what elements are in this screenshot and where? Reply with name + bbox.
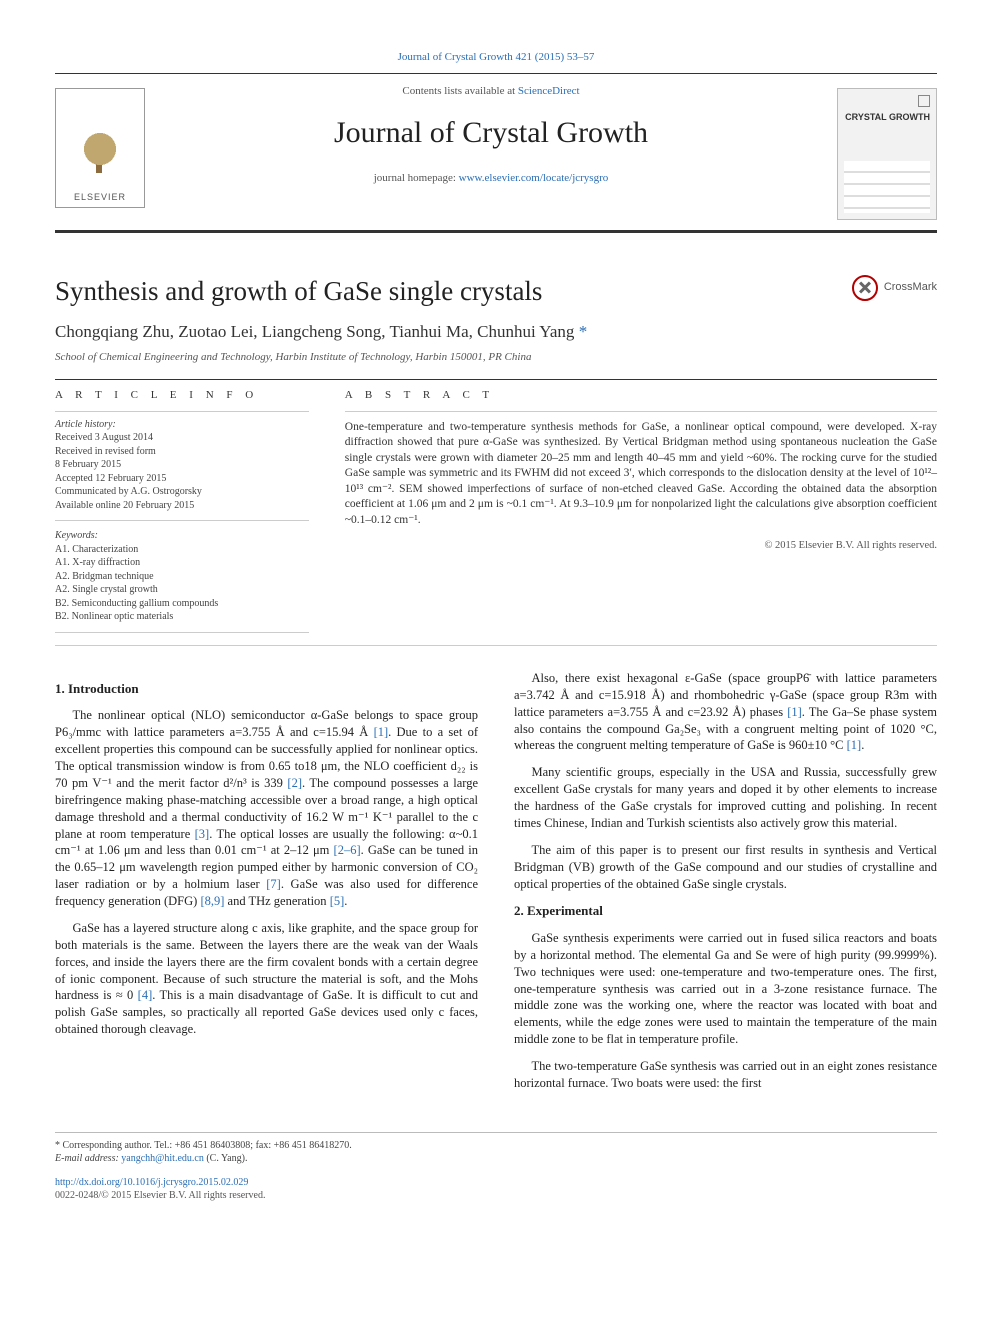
left-column: 1. Introduction The nonlinear optical (N… — [55, 670, 478, 1102]
rule-under-affiliation — [55, 379, 937, 380]
history-line: Communicated by A.G. Ostrogorsky — [55, 485, 309, 499]
info-abstract-row: A R T I C L E I N F O Article history: R… — [55, 388, 937, 646]
footnotes: * Corresponding author. Tel.: +86 451 86… — [55, 1132, 937, 1203]
citation-ref[interactable]: [8,9] — [200, 894, 224, 908]
email-link[interactable]: yangchh@hit.edu.cn — [121, 1153, 204, 1164]
keyword: B2. Semiconducting gallium compounds — [55, 597, 309, 611]
elsevier-tree-icon — [70, 125, 130, 185]
page: Journal of Crystal Growth 421 (2015) 53–… — [0, 0, 992, 1243]
author-list: Chongqiang Zhu, Zuotao Lei, Liangcheng S… — [55, 321, 937, 344]
abstract-column: A B S T R A C T One-temperature and two-… — [345, 388, 937, 633]
cover-corner-icon — [918, 95, 930, 107]
section-heading-experimental: 2. Experimental — [514, 902, 937, 920]
keyword: A2. Bridgman technique — [55, 570, 309, 584]
history-block: Article history: Received 3 August 2014 … — [55, 411, 309, 522]
history-label: Article history: — [55, 418, 309, 432]
title-block: CrossMark Synthesis and growth of GaSe s… — [55, 273, 937, 380]
email-footnote: E-mail address: yangchh@hit.edu.cn (C. Y… — [55, 1152, 937, 1166]
history-line: Received 3 August 2014 — [55, 431, 309, 445]
abstract-copyright: © 2015 Elsevier B.V. All rights reserved… — [345, 539, 937, 553]
citation-ref[interactable]: [5] — [330, 894, 345, 908]
article-title: Synthesis and growth of GaSe single crys… — [55, 273, 937, 309]
history-line: Available online 20 February 2015 — [55, 499, 309, 513]
paragraph: The aim of this paper is to present our … — [514, 842, 937, 893]
crossmark-icon — [852, 275, 878, 301]
keywords-block: Keywords: A1. Characterization A1. X-ray… — [55, 521, 309, 633]
paragraph: The nonlinear optical (NLO) semiconducto… — [55, 707, 478, 910]
keyword: A1. Characterization — [55, 543, 309, 557]
citation-ref[interactable]: [3] — [195, 827, 210, 841]
right-column: Also, there exist hexagonal ε-GaSe (spac… — [514, 670, 937, 1102]
email-who: (C. Yang). — [204, 1153, 248, 1164]
paragraph: GaSe has a layered structure along c axi… — [55, 920, 478, 1038]
citation-ref[interactable]: [1] — [374, 725, 389, 739]
publisher-name: ELSEVIER — [74, 191, 126, 203]
journal-homepage-line: journal homepage: www.elsevier.com/locat… — [165, 171, 817, 186]
crossmark-label: CrossMark — [884, 280, 937, 295]
abstract-top-rule — [345, 411, 937, 412]
paragraph: Many scientific groups, especially in th… — [514, 764, 937, 832]
citation-ref[interactable]: [2–6] — [334, 843, 361, 857]
cover-stripes-icon — [844, 161, 930, 213]
article-info-heading: A R T I C L E I N F O — [55, 388, 309, 403]
history-line: 8 February 2015 — [55, 458, 309, 472]
keyword: B2. Nonlinear optic materials — [55, 610, 309, 624]
affiliation: School of Chemical Engineering and Techn… — [55, 350, 937, 365]
paragraph: GaSe synthesis experiments were carried … — [514, 930, 937, 1048]
citation-ref[interactable]: [1] — [847, 738, 862, 752]
journal-name: Journal of Crystal Growth — [165, 113, 817, 154]
history-line: Received in revised form — [55, 445, 309, 459]
sciencedirect-link[interactable]: ScienceDirect — [518, 85, 580, 97]
homepage-prefix: journal homepage: — [374, 172, 459, 184]
keyword: A1. X-ray diffraction — [55, 556, 309, 570]
corresponding-author-footnote: * Corresponding author. Tel.: +86 451 86… — [55, 1139, 937, 1153]
citation-ref[interactable]: [1] — [787, 705, 802, 719]
citation-ref[interactable]: [7] — [266, 877, 281, 891]
body-two-column: 1. Introduction The nonlinear optical (N… — [55, 670, 937, 1102]
publisher-logo: ELSEVIER — [55, 88, 145, 208]
citation-ref[interactable]: [2] — [287, 776, 302, 790]
authors-text: Chongqiang Zhu, Zuotao Lei, Liangcheng S… — [55, 322, 579, 341]
email-label: E-mail address: — [55, 1153, 121, 1164]
paragraph: The two-temperature GaSe synthesis was c… — [514, 1058, 937, 1092]
keyword: A2. Single crystal growth — [55, 583, 309, 597]
section-heading-introduction: 1. Introduction — [55, 680, 478, 698]
masthead-center: Contents lists available at ScienceDirec… — [165, 84, 817, 186]
issn-copyright-line: 0022-0248/© 2015 Elsevier B.V. All right… — [55, 1189, 937, 1203]
paragraph: Also, there exist hexagonal ε-GaSe (spac… — [514, 670, 937, 754]
cover-brand-text: CRYSTAL GROWTH — [845, 111, 930, 123]
masthead: ELSEVIER Contents lists available at Sci… — [55, 73, 937, 233]
article-info-column: A R T I C L E I N F O Article history: R… — [55, 388, 309, 633]
journal-cover-thumb: CRYSTAL GROWTH — [837, 88, 937, 220]
contents-prefix: Contents lists available at — [402, 85, 517, 97]
citation-ref[interactable]: [4] — [138, 988, 153, 1002]
abstract-heading: A B S T R A C T — [345, 388, 937, 403]
history-line: Accepted 12 February 2015 — [55, 472, 309, 486]
abstract-text: One-temperature and two-temperature synt… — [345, 420, 937, 529]
doi-link[interactable]: http://dx.doi.org/10.1016/j.jcrysgro.201… — [55, 1177, 248, 1188]
contents-available-line: Contents lists available at ScienceDirec… — [165, 84, 817, 99]
corresponding-author-marker[interactable]: * — [579, 322, 588, 341]
running-head[interactable]: Journal of Crystal Growth 421 (2015) 53–… — [55, 50, 937, 65]
crossmark-badge[interactable]: CrossMark — [852, 275, 937, 301]
journal-homepage-link[interactable]: www.elsevier.com/locate/jcrysgro — [459, 172, 609, 184]
keywords-label: Keywords: — [55, 529, 309, 543]
